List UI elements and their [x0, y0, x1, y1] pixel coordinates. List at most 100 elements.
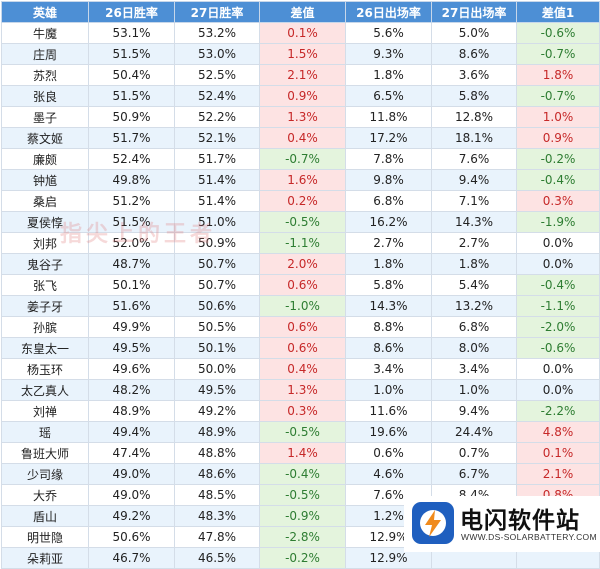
- winrate-26-cell: 53.1%: [88, 22, 175, 44]
- winrate-diff-cell: 0.4%: [259, 358, 346, 380]
- pickrate-26-cell: 17.2%: [345, 127, 432, 149]
- hero-name-cell: 张飞: [1, 274, 89, 296]
- winrate-26-cell: 49.2%: [88, 505, 175, 527]
- winrate-diff-cell: -0.2%: [259, 547, 346, 569]
- winrate-27-cell: 49.2%: [174, 400, 260, 422]
- logo-title: 电闪软件站: [460, 508, 580, 534]
- pickrate-diff-cell: -0.7%: [516, 43, 600, 65]
- pickrate-27-cell: 9.4%: [431, 400, 517, 422]
- table-row: 东皇太一 49.5% 50.1% 0.6% 8.6% 8.0% -0.6%: [1, 337, 600, 359]
- winrate-diff-cell: 0.9%: [259, 85, 346, 107]
- header-hero: 英雄: [1, 1, 89, 23]
- pickrate-26-cell: 5.6%: [345, 22, 432, 44]
- winrate-27-cell: 48.8%: [174, 442, 260, 464]
- winrate-26-cell: 49.9%: [88, 316, 175, 338]
- hero-name-cell: 刘邦: [1, 232, 89, 254]
- hero-name-cell: 刘禅: [1, 400, 89, 422]
- table-row: 刘邦 52.0% 50.9% -1.1% 2.7% 2.7% 0.0%: [1, 232, 600, 254]
- winrate-26-cell: 51.7%: [88, 127, 175, 149]
- winrate-27-cell: 52.1%: [174, 127, 260, 149]
- winrate-diff-cell: 1.4%: [259, 442, 346, 464]
- winrate-27-cell: 53.2%: [174, 22, 260, 44]
- pickrate-diff-cell: 0.9%: [516, 127, 600, 149]
- pickrate-diff-cell: 1.8%: [516, 64, 600, 86]
- header-winrate-27: 27日胜率: [174, 1, 260, 23]
- hero-name-cell: 张良: [1, 85, 89, 107]
- hero-name-cell: 瑶: [1, 421, 89, 443]
- winrate-diff-cell: -0.7%: [259, 148, 346, 170]
- winrate-27-cell: 51.4%: [174, 169, 260, 191]
- pickrate-27-cell: 12.8%: [431, 106, 517, 128]
- pickrate-26-cell: 7.8%: [345, 148, 432, 170]
- table-row: 苏烈 50.4% 52.5% 2.1% 1.8% 3.6% 1.8%: [1, 64, 600, 86]
- table-header-row: 英雄 26日胜率 27日胜率 差值 26日出场率 27日出场率 差值1: [1, 1, 600, 23]
- winrate-26-cell: 49.6%: [88, 358, 175, 380]
- pickrate-26-cell: 8.6%: [345, 337, 432, 359]
- table-row: 姜子牙 51.6% 50.6% -1.0% 14.3% 13.2% -1.1%: [1, 295, 600, 317]
- winrate-diff-cell: 0.4%: [259, 127, 346, 149]
- winrate-27-cell: 52.2%: [174, 106, 260, 128]
- pickrate-27-cell: 24.4%: [431, 421, 517, 443]
- winrate-27-cell: 51.0%: [174, 211, 260, 233]
- pickrate-diff-cell: 0.0%: [516, 358, 600, 380]
- pickrate-27-cell: 6.7%: [431, 463, 517, 485]
- header-pickrate-27: 27日出场率: [431, 1, 517, 23]
- hero-name-cell: 蔡文姬: [1, 127, 89, 149]
- winrate-27-cell: 46.5%: [174, 547, 260, 569]
- winrate-diff-cell: 2.1%: [259, 64, 346, 86]
- hero-name-cell: 钟馗: [1, 169, 89, 191]
- winrate-diff-cell: 0.1%: [259, 22, 346, 44]
- winrate-26-cell: 51.5%: [88, 211, 175, 233]
- pickrate-26-cell: 14.3%: [345, 295, 432, 317]
- winrate-diff-cell: -0.5%: [259, 484, 346, 506]
- table-row: 钟馗 49.8% 51.4% 1.6% 9.8% 9.4% -0.4%: [1, 169, 600, 191]
- hero-name-cell: 廉颇: [1, 148, 89, 170]
- pickrate-27-cell: 5.8%: [431, 85, 517, 107]
- pickrate-27-cell: 9.4%: [431, 169, 517, 191]
- site-logo: 电闪软件站 WWW.DS-SOLARBATTERY.COM: [404, 496, 600, 552]
- pickrate-27-cell: 0.7%: [431, 442, 517, 464]
- winrate-26-cell: 50.6%: [88, 526, 175, 548]
- pickrate-26-cell: 6.5%: [345, 85, 432, 107]
- pickrate-27-cell: 5.0%: [431, 22, 517, 44]
- winrate-27-cell: 50.9%: [174, 232, 260, 254]
- winrate-27-cell: 49.5%: [174, 379, 260, 401]
- pickrate-27-cell: 18.1%: [431, 127, 517, 149]
- pickrate-diff-cell: -1.1%: [516, 295, 600, 317]
- hero-name-cell: 大乔: [1, 484, 89, 506]
- pickrate-diff-cell: -2.2%: [516, 400, 600, 422]
- winrate-27-cell: 52.4%: [174, 85, 260, 107]
- table-row: 张良 51.5% 52.4% 0.9% 6.5% 5.8% -0.7%: [1, 85, 600, 107]
- winrate-26-cell: 50.9%: [88, 106, 175, 128]
- winrate-26-cell: 52.0%: [88, 232, 175, 254]
- winrate-26-cell: 48.9%: [88, 400, 175, 422]
- hero-name-cell: 鲁班大师: [1, 442, 89, 464]
- pickrate-26-cell: 6.8%: [345, 190, 432, 212]
- table-row: 少司缘 49.0% 48.6% -0.4% 4.6% 6.7% 2.1%: [1, 463, 600, 485]
- winrate-27-cell: 50.0%: [174, 358, 260, 380]
- winrate-27-cell: 52.5%: [174, 64, 260, 86]
- pickrate-diff-cell: 0.3%: [516, 190, 600, 212]
- pickrate-diff-cell: -1.9%: [516, 211, 600, 233]
- pickrate-26-cell: 0.6%: [345, 442, 432, 464]
- winrate-26-cell: 51.2%: [88, 190, 175, 212]
- winrate-27-cell: 50.1%: [174, 337, 260, 359]
- table-row: 鬼谷子 48.7% 50.7% 2.0% 1.8% 1.8% 0.0%: [1, 253, 600, 275]
- winrate-27-cell: 48.6%: [174, 463, 260, 485]
- hero-name-cell: 墨子: [1, 106, 89, 128]
- winrate-26-cell: 51.5%: [88, 85, 175, 107]
- winrate-27-cell: 50.7%: [174, 253, 260, 275]
- table-row: 杨玉环 49.6% 50.0% 0.4% 3.4% 3.4% 0.0%: [1, 358, 600, 380]
- winrate-diff-cell: -1.1%: [259, 232, 346, 254]
- table-row: 太乙真人 48.2% 49.5% 1.3% 1.0% 1.0% 0.0%: [1, 379, 600, 401]
- pickrate-diff-cell: -0.6%: [516, 337, 600, 359]
- winrate-27-cell: 48.3%: [174, 505, 260, 527]
- winrate-26-cell: 51.5%: [88, 43, 175, 65]
- winrate-diff-cell: 0.6%: [259, 337, 346, 359]
- table-row: 牛魔 53.1% 53.2% 0.1% 5.6% 5.0% -0.6%: [1, 22, 600, 44]
- hero-name-cell: 朵莉亚: [1, 547, 89, 569]
- hero-name-cell: 盾山: [1, 505, 89, 527]
- pickrate-27-cell: 3.4%: [431, 358, 517, 380]
- pickrate-27-cell: 5.4%: [431, 274, 517, 296]
- hero-name-cell: 鬼谷子: [1, 253, 89, 275]
